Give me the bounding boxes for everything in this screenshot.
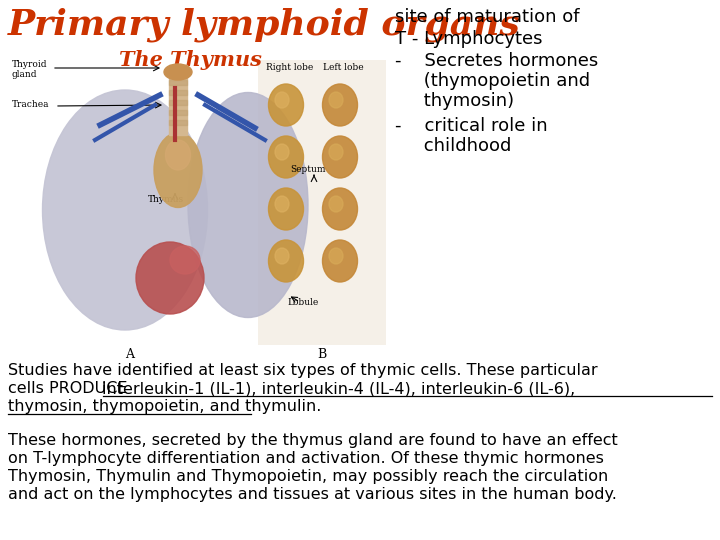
Text: A: A: [125, 348, 135, 361]
Ellipse shape: [323, 188, 358, 230]
Ellipse shape: [329, 144, 343, 160]
Bar: [5, 48, 390, 356]
Text: interleukin-1 (IL-1), interleukin-4 (IL-4), interleukin-6 (IL-6),: interleukin-1 (IL-1), interleukin-4 (IL-…: [102, 381, 576, 396]
Text: on T-lymphocyte differentiation and activation. Of these thymic hormones: on T-lymphocyte differentiation and acti…: [8, 451, 604, 466]
Bar: [169, 90, 187, 95]
Text: Lobule: Lobule: [287, 298, 319, 307]
Text: childhood: childhood: [395, 137, 511, 155]
Ellipse shape: [170, 246, 200, 274]
Ellipse shape: [42, 90, 207, 330]
Text: -    critical role in: - critical role in: [395, 117, 548, 135]
Text: B: B: [318, 348, 327, 361]
Bar: [169, 65, 187, 135]
Text: and act on the lymphocytes and tissues at various sites in the human body.: and act on the lymphocytes and tissues a…: [8, 487, 617, 502]
Ellipse shape: [329, 92, 343, 108]
Text: Trachea: Trachea: [12, 100, 50, 109]
Ellipse shape: [275, 248, 289, 264]
Text: cells PRODUCE: cells PRODUCE: [8, 381, 132, 396]
Text: thymosin): thymosin): [395, 92, 514, 110]
Ellipse shape: [188, 92, 308, 318]
Text: These hormones, secreted by the thymus gland are found to have an effect: These hormones, secreted by the thymus g…: [8, 433, 618, 448]
Ellipse shape: [323, 240, 358, 282]
Text: Primary lymphoid organs: Primary lymphoid organs: [8, 8, 521, 43]
Ellipse shape: [154, 132, 202, 207]
Ellipse shape: [275, 196, 289, 212]
Bar: [169, 80, 187, 85]
Ellipse shape: [329, 196, 343, 212]
Ellipse shape: [166, 140, 191, 170]
Text: -    Secretes hormones: - Secretes hormones: [395, 52, 598, 70]
Ellipse shape: [323, 84, 358, 126]
Ellipse shape: [136, 242, 204, 314]
Ellipse shape: [269, 84, 304, 126]
Bar: [258, 60, 386, 345]
Text: Thymosin, Thymulin and Thymopoietin, may possibly reach the circulation: Thymosin, Thymulin and Thymopoietin, may…: [8, 469, 608, 484]
Text: Right lobe: Right lobe: [266, 63, 313, 72]
Ellipse shape: [329, 248, 343, 264]
Text: site of maturation of: site of maturation of: [395, 8, 580, 26]
Ellipse shape: [269, 240, 304, 282]
Text: T - Lymphocytes: T - Lymphocytes: [395, 30, 542, 48]
Text: Thymus: Thymus: [148, 195, 184, 204]
Ellipse shape: [269, 188, 304, 230]
Text: Septum: Septum: [290, 165, 325, 174]
Text: (thymopoietin and: (thymopoietin and: [395, 72, 590, 90]
Text: Thyroid
gland: Thyroid gland: [12, 60, 48, 79]
Ellipse shape: [164, 64, 192, 80]
Text: thymosin, thymopoietin, and thymulin.: thymosin, thymopoietin, and thymulin.: [8, 399, 321, 414]
Ellipse shape: [275, 144, 289, 160]
Bar: [169, 120, 187, 125]
Ellipse shape: [269, 136, 304, 178]
Text: Studies have identified at least six types of thymic cells. These particular: Studies have identified at least six typ…: [8, 363, 598, 378]
Bar: [169, 70, 187, 75]
Text: The Thymus: The Thymus: [119, 50, 261, 70]
Bar: [169, 110, 187, 115]
Bar: [169, 100, 187, 105]
Ellipse shape: [275, 92, 289, 108]
Text: Left lobe: Left lobe: [323, 63, 364, 72]
Ellipse shape: [323, 136, 358, 178]
